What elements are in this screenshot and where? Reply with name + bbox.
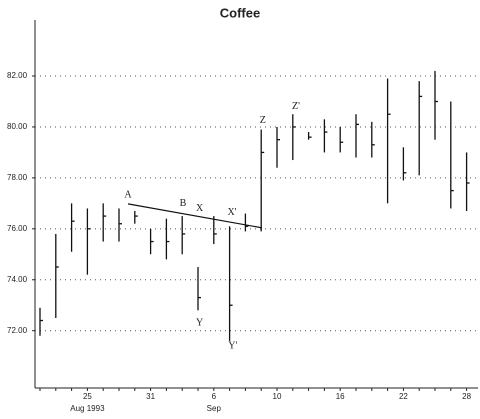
- x-tick-label: 31: [146, 392, 155, 401]
- x-tick-label: 16: [336, 392, 345, 401]
- y-tick-label: 82.00: [7, 71, 28, 80]
- x-tick-label: 22: [399, 392, 408, 401]
- annotation: X': [227, 207, 236, 218]
- chart-title: Coffee: [220, 5, 260, 20]
- annotation: Y: [196, 317, 203, 328]
- annotation: X: [196, 203, 204, 214]
- annotation: B: [180, 198, 187, 209]
- x-sublabel: Aug 1993: [70, 404, 105, 413]
- annotation: Z': [292, 101, 300, 112]
- y-tick-label: 78.00: [7, 173, 28, 182]
- y-tick-label: 74.00: [7, 275, 28, 284]
- x-tick-label: 28: [462, 392, 471, 401]
- trendline: [127, 203, 263, 229]
- x-tick-label: 10: [273, 392, 282, 401]
- x-tick-label: 6: [212, 392, 217, 401]
- x-tick-label: 25: [83, 392, 92, 401]
- annotation: Z: [260, 115, 266, 126]
- y-tick-label: 72.00: [7, 326, 28, 335]
- annotation: A: [124, 189, 132, 200]
- y-tick-label: 80.00: [7, 122, 28, 131]
- y-tick-label: 76.00: [7, 224, 28, 233]
- x-sublabel: Sep: [207, 404, 222, 413]
- annotation: Y': [228, 340, 237, 351]
